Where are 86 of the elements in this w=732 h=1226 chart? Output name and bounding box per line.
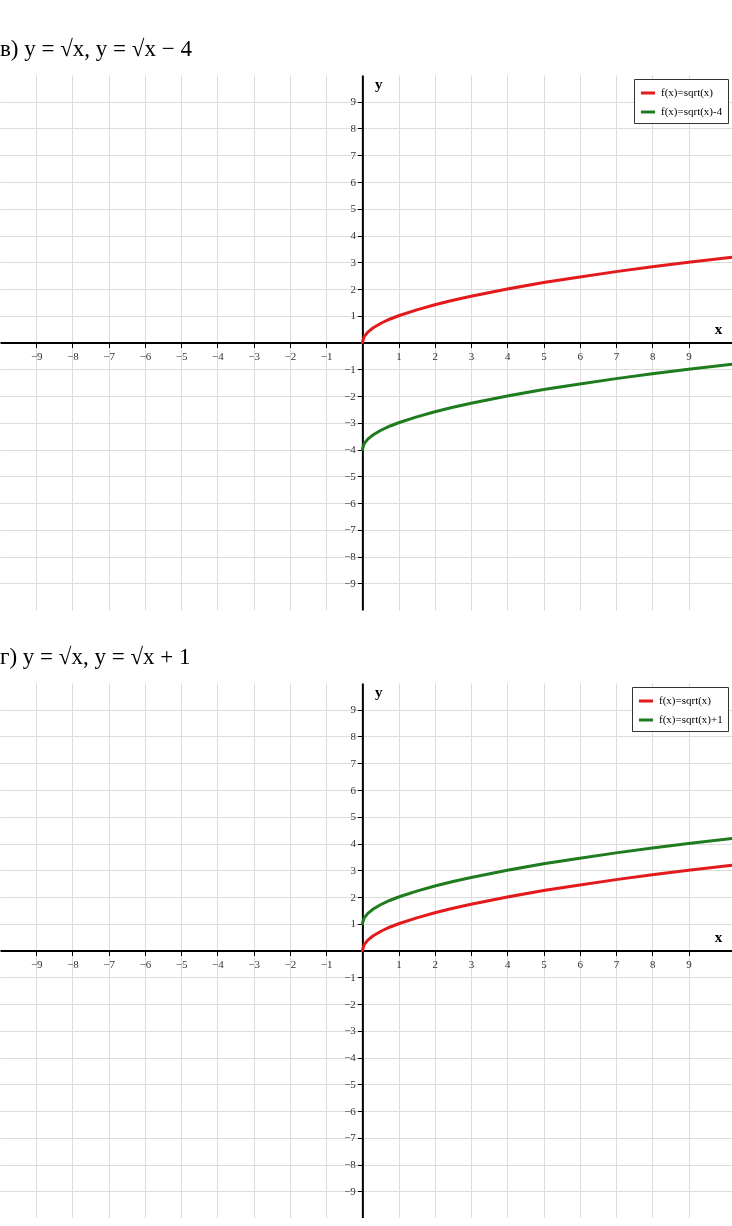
- y-tick-label: −6: [344, 1104, 357, 1117]
- y-tick-label: 1: [350, 917, 356, 930]
- y-tick-label: −1: [344, 362, 356, 375]
- x-tick-label: −8: [67, 958, 80, 970]
- y-tick-label: 6: [350, 783, 357, 796]
- line-series: [360, 362, 732, 451]
- x-tick-label: 3: [468, 958, 475, 970]
- y-tick-label: −8: [344, 550, 357, 562]
- y-tick-label: 2: [350, 890, 356, 903]
- x-tick-label: −2: [284, 350, 297, 362]
- x-tick-label: −6: [139, 958, 152, 970]
- x-tick-label: −8: [67, 350, 80, 362]
- y-tick-label: 3: [350, 255, 357, 268]
- chart-title: г) y = √x, y = √x + 1: [0, 644, 191, 669]
- x-tick-label: −3: [248, 958, 261, 970]
- y-tick-label: −9: [344, 1184, 357, 1197]
- y-tick-label: −3: [344, 1024, 357, 1037]
- x-tick-label: −2: [284, 958, 297, 970]
- x-tick-label: −3: [248, 350, 261, 362]
- x-tick-label: 1: [396, 958, 402, 970]
- y-tick-label: 3: [350, 863, 357, 876]
- y-tick-label: 4: [350, 837, 357, 849]
- x-tick-label: −5: [175, 350, 189, 362]
- y-tick-label: 5: [350, 202, 357, 215]
- x-tick-label: 4: [505, 350, 512, 362]
- y-tick-label: −2: [344, 997, 356, 1010]
- y-tick-label: −5: [344, 1077, 357, 1090]
- x-tick-label: 3: [468, 350, 475, 362]
- legend-label: f(x)=sqrt(x)-4: [661, 105, 723, 118]
- x-tick-label: −1: [320, 958, 333, 970]
- y-tick-label: 2: [350, 282, 356, 295]
- y-tick-label: −7: [344, 1131, 357, 1144]
- x-tick-label: 6: [577, 350, 584, 362]
- x-tick-label: 6: [577, 958, 584, 970]
- y-tick-label: −1: [344, 970, 356, 983]
- chart-title: в) y = √x, y = √x − 4: [0, 36, 193, 61]
- x-tick-label: 2: [432, 350, 439, 362]
- x-tick-label: −1: [320, 350, 333, 362]
- y-tick-label: −5: [344, 469, 357, 482]
- x-axis-title: x: [714, 321, 723, 337]
- x-tick-label: −6: [139, 350, 152, 362]
- y-tick-label: −6: [344, 496, 357, 509]
- y-tick-label: 8: [350, 122, 357, 134]
- y-tick-label: −7: [344, 523, 357, 536]
- y-tick-label: −8: [344, 1158, 357, 1170]
- y-tick-label: 7: [350, 756, 357, 769]
- y-tick-label: −2: [344, 389, 356, 402]
- x-tick-label: −9: [30, 350, 44, 362]
- y-tick-label: 6: [350, 175, 357, 188]
- x-tick-label: 5: [541, 958, 548, 970]
- line-series: [360, 836, 732, 926]
- legend-label: f(x)=sqrt(x): [659, 694, 712, 707]
- y-tick-label: 1: [350, 309, 356, 322]
- x-axis-title: x: [714, 929, 723, 945]
- x-tick-label: 4: [505, 958, 512, 970]
- y-tick-label: 9: [350, 703, 357, 716]
- x-tick-label: 1: [396, 350, 402, 362]
- y-axis-title: y: [374, 683, 383, 700]
- y-tick-label: 5: [350, 810, 357, 823]
- x-tick-label: −7: [103, 350, 116, 362]
- x-tick-label: 8: [650, 350, 657, 362]
- y-axis-title: y: [374, 75, 383, 92]
- y-tick-label: 7: [350, 148, 357, 161]
- y-tick-label: −9: [344, 576, 357, 589]
- y-tick-label: 9: [350, 95, 357, 108]
- y-tick-label: 4: [350, 229, 357, 241]
- y-tick-label: −4: [344, 443, 357, 455]
- line-series: [360, 863, 732, 952]
- x-tick-label: 7: [613, 958, 620, 970]
- x-tick-label: 9: [686, 958, 693, 970]
- x-tick-label: −5: [175, 958, 189, 970]
- legend-label: f(x)=sqrt(x)+1: [659, 713, 723, 726]
- x-tick-label: 9: [686, 350, 693, 362]
- y-tick-label: −4: [344, 1051, 357, 1063]
- y-tick-label: 8: [350, 730, 357, 742]
- y-tick-label: −3: [344, 416, 357, 429]
- x-tick-label: −4: [212, 350, 225, 362]
- line-series: [360, 255, 732, 344]
- x-tick-label: −7: [103, 958, 116, 970]
- x-tick-label: 7: [613, 350, 620, 362]
- x-tick-label: −4: [212, 958, 225, 970]
- x-tick-label: −9: [30, 958, 44, 970]
- legend-label: f(x)=sqrt(x): [661, 86, 714, 99]
- x-tick-label: 2: [432, 958, 439, 970]
- x-tick-label: 5: [541, 350, 548, 362]
- x-tick-label: 8: [650, 958, 657, 970]
